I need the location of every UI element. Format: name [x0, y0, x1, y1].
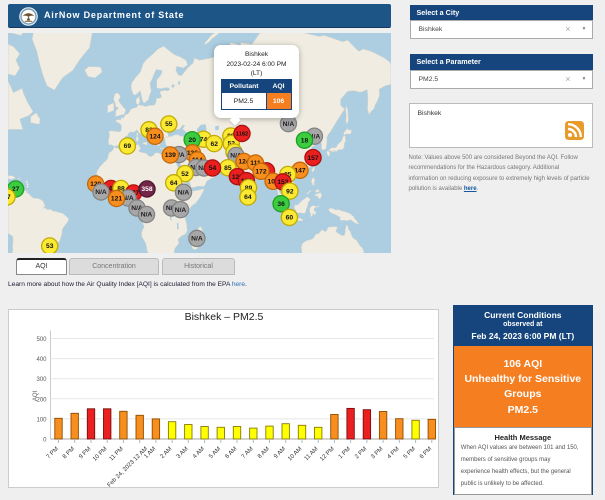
- svg-text:N/A: N/A: [166, 205, 178, 212]
- svg-text:5 PM: 5 PM: [402, 446, 416, 460]
- svg-text:11 PM: 11 PM: [108, 446, 124, 462]
- svg-text:N/A: N/A: [283, 121, 295, 128]
- svg-text:121: 121: [111, 196, 122, 203]
- svg-text:111: 111: [250, 160, 261, 167]
- svg-text:54: 54: [209, 165, 217, 172]
- svg-text:85: 85: [224, 165, 232, 172]
- svg-text:3 PM: 3 PM: [370, 446, 384, 460]
- svg-text:10 AM: 10 AM: [287, 446, 303, 462]
- svg-text:20: 20: [188, 137, 196, 144]
- svg-text:124: 124: [149, 134, 160, 141]
- svg-text:4 PM: 4 PM: [386, 446, 400, 460]
- svg-text:4 AM: 4 AM: [192, 446, 206, 460]
- svg-text:64: 64: [244, 194, 252, 201]
- svg-text:N/A: N/A: [309, 133, 321, 140]
- svg-text:64: 64: [170, 180, 178, 187]
- svg-text:8 PM: 8 PM: [61, 446, 75, 460]
- svg-text:6 AM: 6 AM: [224, 446, 238, 460]
- svg-text:92: 92: [286, 188, 294, 195]
- svg-text:2 AM: 2 AM: [159, 446, 173, 460]
- svg-text:139: 139: [165, 152, 176, 159]
- svg-text:6 PM: 6 PM: [419, 446, 433, 460]
- svg-text:N/A: N/A: [173, 152, 185, 159]
- svg-text:36: 36: [277, 201, 285, 208]
- svg-text:N/A: N/A: [122, 195, 134, 202]
- svg-text:2 PM: 2 PM: [354, 446, 368, 460]
- svg-text:9 PM: 9 PM: [78, 446, 92, 460]
- svg-text:60: 60: [286, 215, 294, 222]
- svg-text:105: 105: [268, 179, 279, 186]
- svg-text:200: 200: [36, 397, 47, 403]
- svg-text:N/A: N/A: [175, 207, 187, 214]
- svg-text:N/A: N/A: [95, 189, 107, 196]
- svg-text:74: 74: [200, 136, 208, 143]
- svg-text:100: 100: [36, 417, 47, 423]
- svg-text:163: 163: [105, 186, 116, 193]
- svg-text:55: 55: [165, 121, 173, 128]
- svg-text:9 AM: 9 AM: [273, 446, 287, 460]
- svg-text:358: 358: [141, 186, 152, 193]
- svg-text:11 AM: 11 AM: [303, 446, 319, 462]
- svg-text:10 PM: 10 PM: [92, 446, 109, 463]
- svg-text:5 AM: 5 AM: [208, 446, 222, 460]
- svg-text:172: 172: [255, 169, 266, 176]
- svg-text:127: 127: [232, 174, 243, 181]
- svg-text:N/A: N/A: [191, 236, 203, 243]
- svg-text:N/A: N/A: [230, 153, 242, 160]
- svg-text:52: 52: [181, 171, 189, 178]
- svg-text:62: 62: [210, 141, 218, 148]
- svg-text:1182: 1182: [236, 132, 248, 138]
- svg-text:8 AM: 8 AM: [256, 446, 270, 460]
- svg-text:120: 120: [90, 181, 101, 188]
- svg-text:3 AM: 3 AM: [175, 446, 189, 460]
- svg-text:18: 18: [301, 137, 309, 144]
- svg-text:400: 400: [36, 357, 47, 363]
- svg-text:27: 27: [12, 186, 20, 193]
- svg-text:147: 147: [294, 168, 305, 175]
- svg-text:124: 124: [238, 159, 249, 166]
- svg-text:88: 88: [117, 186, 125, 193]
- svg-text:7 AM: 7 AM: [240, 446, 254, 460]
- svg-text:87: 87: [8, 194, 11, 201]
- svg-text:0: 0: [43, 438, 47, 444]
- svg-text:N/A: N/A: [131, 205, 143, 212]
- svg-text:500: 500: [36, 337, 47, 343]
- svg-text:12 PM: 12 PM: [319, 446, 336, 463]
- svg-text:1 PM: 1 PM: [337, 446, 351, 460]
- svg-text:300: 300: [36, 377, 47, 383]
- svg-text:53: 53: [46, 243, 54, 250]
- svg-text:N/A: N/A: [178, 190, 190, 197]
- svg-text:AQI: AQI: [33, 391, 39, 402]
- svg-text:7 PM: 7 PM: [45, 446, 59, 460]
- svg-text:N/A: N/A: [141, 212, 153, 219]
- svg-text:153: 153: [277, 179, 288, 186]
- svg-text:157: 157: [307, 155, 318, 162]
- svg-text:69: 69: [124, 143, 132, 150]
